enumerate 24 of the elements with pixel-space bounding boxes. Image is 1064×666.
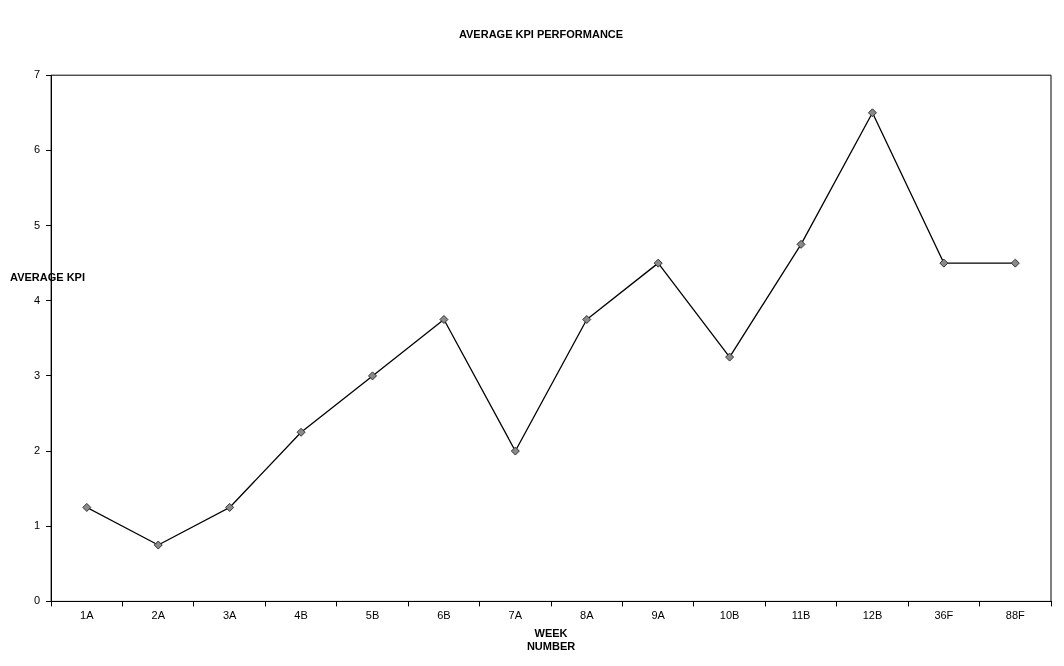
- x-tick-label: 1A: [80, 609, 95, 622]
- x-tick-label: 2A: [151, 609, 166, 622]
- x-tick-label: 4B: [294, 609, 308, 622]
- y-tick-label: 7: [33, 68, 41, 81]
- x-tick-label: 88F: [1005, 609, 1026, 622]
- x-tick-label: 12B: [862, 609, 883, 622]
- y-tick-label: 4: [33, 293, 41, 306]
- x-axis-title: WEEK NUMBER: [526, 627, 576, 653]
- y-tick-label: 1: [33, 519, 41, 532]
- chart-title: AVERAGE KPI PERFORMANCE: [458, 27, 624, 40]
- y-tick-label: 6: [33, 143, 41, 156]
- x-tick-label: 9A: [651, 609, 666, 622]
- x-tick-label: 7A: [508, 609, 523, 622]
- y-tick-label: 3: [33, 368, 41, 381]
- y-tick-label: 2: [33, 444, 41, 457]
- y-tick-label: 0: [33, 594, 41, 607]
- x-tick-label: 5B: [365, 609, 380, 622]
- x-tick-label: 8A: [580, 609, 595, 622]
- x-tick-label: 10B: [719, 609, 740, 622]
- y-tick-label: 5: [33, 218, 41, 231]
- x-tick-label: 11B: [791, 609, 811, 622]
- x-tick-label: 3A: [222, 609, 238, 622]
- x-tick-label: 36F: [934, 609, 954, 622]
- x-tick-label: 6B: [437, 609, 451, 622]
